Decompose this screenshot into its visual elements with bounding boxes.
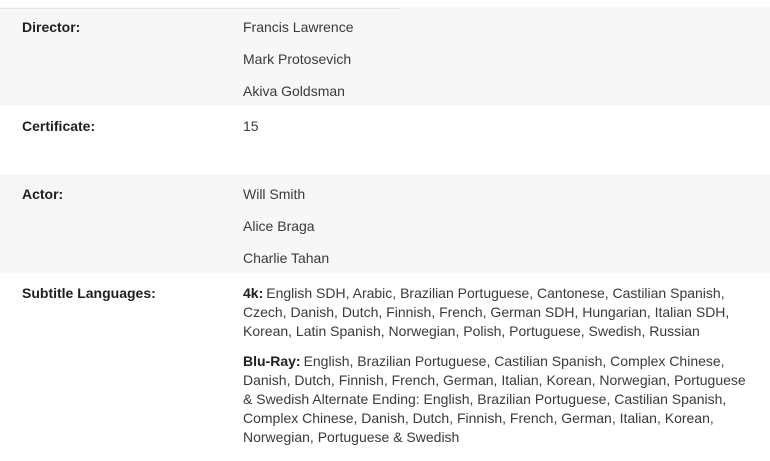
subtitle-4k-list: English SDH, Arabic, Brazilian Portugues… — [243, 285, 730, 339]
detail-value-actor: Will Smith Alice Braga Charlie Tahan — [243, 174, 770, 273]
actor-name: Alice Braga — [243, 218, 315, 234]
product-details-table: Director: Francis Lawrence Mark Protosev… — [0, 7, 770, 461]
detail-label-certificate: Certificate: — [22, 118, 96, 134]
detail-row-subtitle-languages: Subtitle Languages: 4k: English SDH, Arab… — [0, 273, 770, 461]
detail-value-director: Francis Lawrence Mark Protosevich Akiva … — [243, 7, 770, 106]
detail-value-subtitle-languages: 4k: English SDH, Arabic, Brazilian Portug… — [243, 273, 770, 461]
subtitle-languages-bluray: Blu-Ray: English, Brazilian Portuguese, C… — [243, 352, 755, 447]
top-divider — [0, 8, 400, 9]
detail-row-director: Director: Francis Lawrence Mark Protosev… — [0, 7, 770, 106]
certificate-value: 15 — [243, 118, 259, 134]
actor-name: Charlie Tahan — [243, 250, 330, 266]
subtitle-languages-4k: 4k: English SDH, Arabic, Brazilian Portug… — [243, 284, 755, 341]
detail-value-certificate: 15 — [243, 106, 770, 174]
director-name: Mark Protosevich — [243, 51, 352, 67]
detail-label-director: Director: — [22, 19, 81, 35]
detail-label-actor: Actor: — [22, 186, 64, 202]
subtitle-4k-prefix: 4k: — [243, 285, 264, 301]
detail-label-subtitle-languages: Subtitle Languages: — [22, 285, 156, 301]
detail-row-certificate: Certificate: 15 — [0, 106, 770, 174]
subtitle-bluray-list: English, Brazilian Portuguese, Castilian… — [243, 353, 746, 445]
subtitle-bluray-prefix: Blu-Ray: — [243, 353, 301, 369]
director-name: Francis Lawrence — [243, 19, 354, 35]
detail-row-actor: Actor: Will Smith Alice Braga Charlie Ta… — [0, 174, 770, 273]
director-name: Akiva Goldsman — [243, 83, 345, 99]
actor-name: Will Smith — [243, 186, 306, 202]
